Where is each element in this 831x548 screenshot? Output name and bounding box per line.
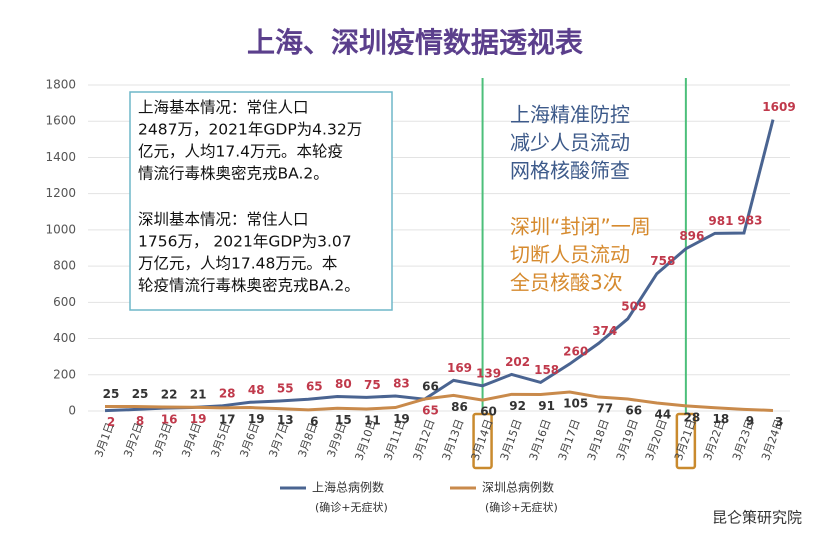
data-label: 66	[422, 380, 439, 394]
data-label: 6	[310, 414, 318, 428]
data-label: 75	[364, 378, 381, 392]
data-label: 758	[650, 254, 675, 268]
y-tick-label: 1000	[45, 222, 76, 236]
data-label: 169	[447, 361, 472, 375]
data-label: 983	[737, 213, 762, 227]
data-label: 91	[538, 399, 555, 413]
data-label: 44	[654, 408, 671, 422]
legend-note: (确诊+无症状)	[485, 500, 558, 514]
info-text: 亿元，人均17.4万元。本轮疫	[138, 143, 343, 161]
data-label: 15	[335, 413, 352, 427]
source: 昆仑策研究院	[712, 509, 802, 527]
y-tick-label: 200	[53, 367, 76, 381]
chart-title: 上海、深圳疫情数据透视表	[247, 26, 583, 59]
y-tick-label: 800	[53, 259, 76, 273]
legend-label: 上海总病例数	[312, 480, 384, 495]
data-label: 139	[476, 366, 501, 380]
data-label: 260	[563, 344, 588, 358]
y-tick-label: 0	[68, 404, 76, 418]
annotation: 切断人员流动	[510, 243, 630, 267]
data-label: 9	[746, 414, 754, 428]
data-label: 2	[107, 415, 115, 429]
data-label: 19	[190, 412, 207, 426]
data-label: 66	[625, 404, 642, 418]
annotation: 全员核酸3次	[510, 271, 623, 295]
legend-label: 深圳总病例数	[482, 480, 554, 495]
data-label: 25	[132, 387, 149, 401]
info-box	[129, 91, 393, 311]
info-text: 1756万， 2021年GDP为3.07	[138, 233, 352, 251]
data-label: 16	[161, 413, 178, 427]
data-label: 19	[248, 412, 265, 426]
annotation: 减少人员流动	[510, 131, 630, 155]
data-label: 981	[708, 214, 733, 228]
highlight-box	[675, 412, 697, 470]
data-label: 896	[679, 229, 704, 243]
data-label: 22	[161, 388, 178, 402]
data-label: 55	[277, 382, 294, 396]
data-label: 21	[190, 388, 207, 402]
data-label: 65	[306, 380, 323, 394]
data-label: 18	[713, 412, 730, 426]
data-label: 1609	[762, 100, 795, 114]
data-label: 83	[393, 376, 410, 390]
info-text: 情流行毒株奥密克戎BA.2。	[138, 165, 329, 183]
series-line	[105, 390, 774, 412]
data-label: 86	[451, 400, 468, 414]
data-label: 48	[248, 383, 265, 397]
data-label: 509	[621, 299, 646, 313]
info-text: 深圳基本情况：常住人口	[138, 211, 309, 229]
data-label: 77	[596, 402, 613, 416]
data-label: 13	[277, 413, 294, 427]
legend-note: (确诊+无症状)	[315, 500, 388, 514]
y-tick-label: 1800	[45, 78, 76, 92]
annotation: 网格核酸筛查	[510, 159, 630, 183]
y-tick-label: 1400	[45, 150, 76, 164]
annotation: 深圳“封闭”一周	[510, 215, 651, 239]
data-label: 65	[422, 404, 439, 418]
data-label: 8	[136, 414, 144, 428]
data-label: 28	[684, 410, 701, 424]
data-label: 92	[509, 399, 526, 413]
info-text: 万亿元，人均17.48万元。本	[138, 255, 337, 273]
y-tick-label: 1600	[45, 114, 76, 128]
y-tick-label: 600	[53, 295, 76, 309]
y-tick-label: 1200	[45, 186, 76, 200]
info-text: 2487万，2021年GDP为4.32万	[138, 121, 362, 139]
data-label: 374	[592, 324, 617, 338]
data-label: 3	[775, 415, 783, 429]
data-label: 202	[505, 355, 530, 369]
y-tick-label: 400	[53, 331, 76, 345]
info-text: 上海基本情况：常住人口	[138, 99, 309, 117]
data-label: 105	[563, 396, 588, 410]
data-label: 80	[335, 377, 352, 391]
data-label: 25	[103, 387, 120, 401]
series-line	[104, 119, 775, 413]
data-label: 11	[364, 414, 381, 428]
highlight-box	[472, 412, 493, 470]
data-label: 19	[393, 412, 410, 426]
data-label: 28	[219, 386, 236, 400]
data-label: 158	[534, 363, 559, 377]
data-label: 17	[219, 412, 236, 426]
annotation: 上海精准防控	[510, 103, 630, 127]
info-text: 轮疫情流行毒株奥密克戎BA.2。	[138, 277, 360, 295]
data-label: 60	[480, 405, 497, 419]
